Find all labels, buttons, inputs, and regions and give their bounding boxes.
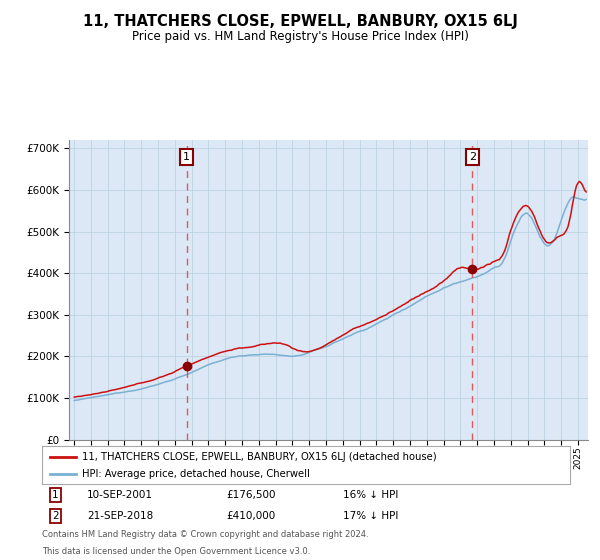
Text: £410,000: £410,000: [227, 511, 276, 521]
Text: Contains HM Land Registry data © Crown copyright and database right 2024.: Contains HM Land Registry data © Crown c…: [42, 530, 368, 539]
Text: 11, THATCHERS CLOSE, EPWELL, BANBURY, OX15 6LJ: 11, THATCHERS CLOSE, EPWELL, BANBURY, OX…: [83, 14, 517, 29]
Text: HPI: Average price, detached house, Cherwell: HPI: Average price, detached house, Cher…: [82, 469, 310, 479]
Text: This data is licensed under the Open Government Licence v3.0.: This data is licensed under the Open Gov…: [42, 547, 310, 556]
Text: £176,500: £176,500: [227, 490, 276, 500]
Text: 1: 1: [183, 152, 190, 162]
Text: 2: 2: [469, 152, 476, 162]
Text: 16% ↓ HPI: 16% ↓ HPI: [343, 490, 398, 500]
Text: 17% ↓ HPI: 17% ↓ HPI: [343, 511, 398, 521]
Text: 1: 1: [52, 490, 59, 500]
Text: 21-SEP-2018: 21-SEP-2018: [87, 511, 153, 521]
Text: Price paid vs. HM Land Registry's House Price Index (HPI): Price paid vs. HM Land Registry's House …: [131, 30, 469, 43]
Text: 2: 2: [52, 511, 59, 521]
Text: 11, THATCHERS CLOSE, EPWELL, BANBURY, OX15 6LJ (detached house): 11, THATCHERS CLOSE, EPWELL, BANBURY, OX…: [82, 452, 436, 462]
Text: 10-SEP-2001: 10-SEP-2001: [87, 490, 153, 500]
